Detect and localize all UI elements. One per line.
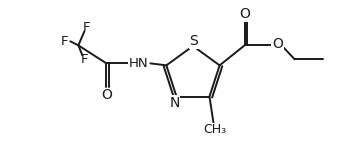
Text: N: N	[169, 96, 180, 110]
Text: CH₃: CH₃	[203, 123, 226, 136]
Text: O: O	[272, 37, 283, 51]
Text: HN: HN	[129, 57, 148, 70]
Text: F: F	[61, 35, 68, 48]
Text: F: F	[83, 21, 90, 34]
Text: O: O	[239, 7, 250, 21]
Text: O: O	[101, 88, 112, 102]
Text: F: F	[80, 53, 88, 66]
Text: S: S	[190, 34, 198, 48]
